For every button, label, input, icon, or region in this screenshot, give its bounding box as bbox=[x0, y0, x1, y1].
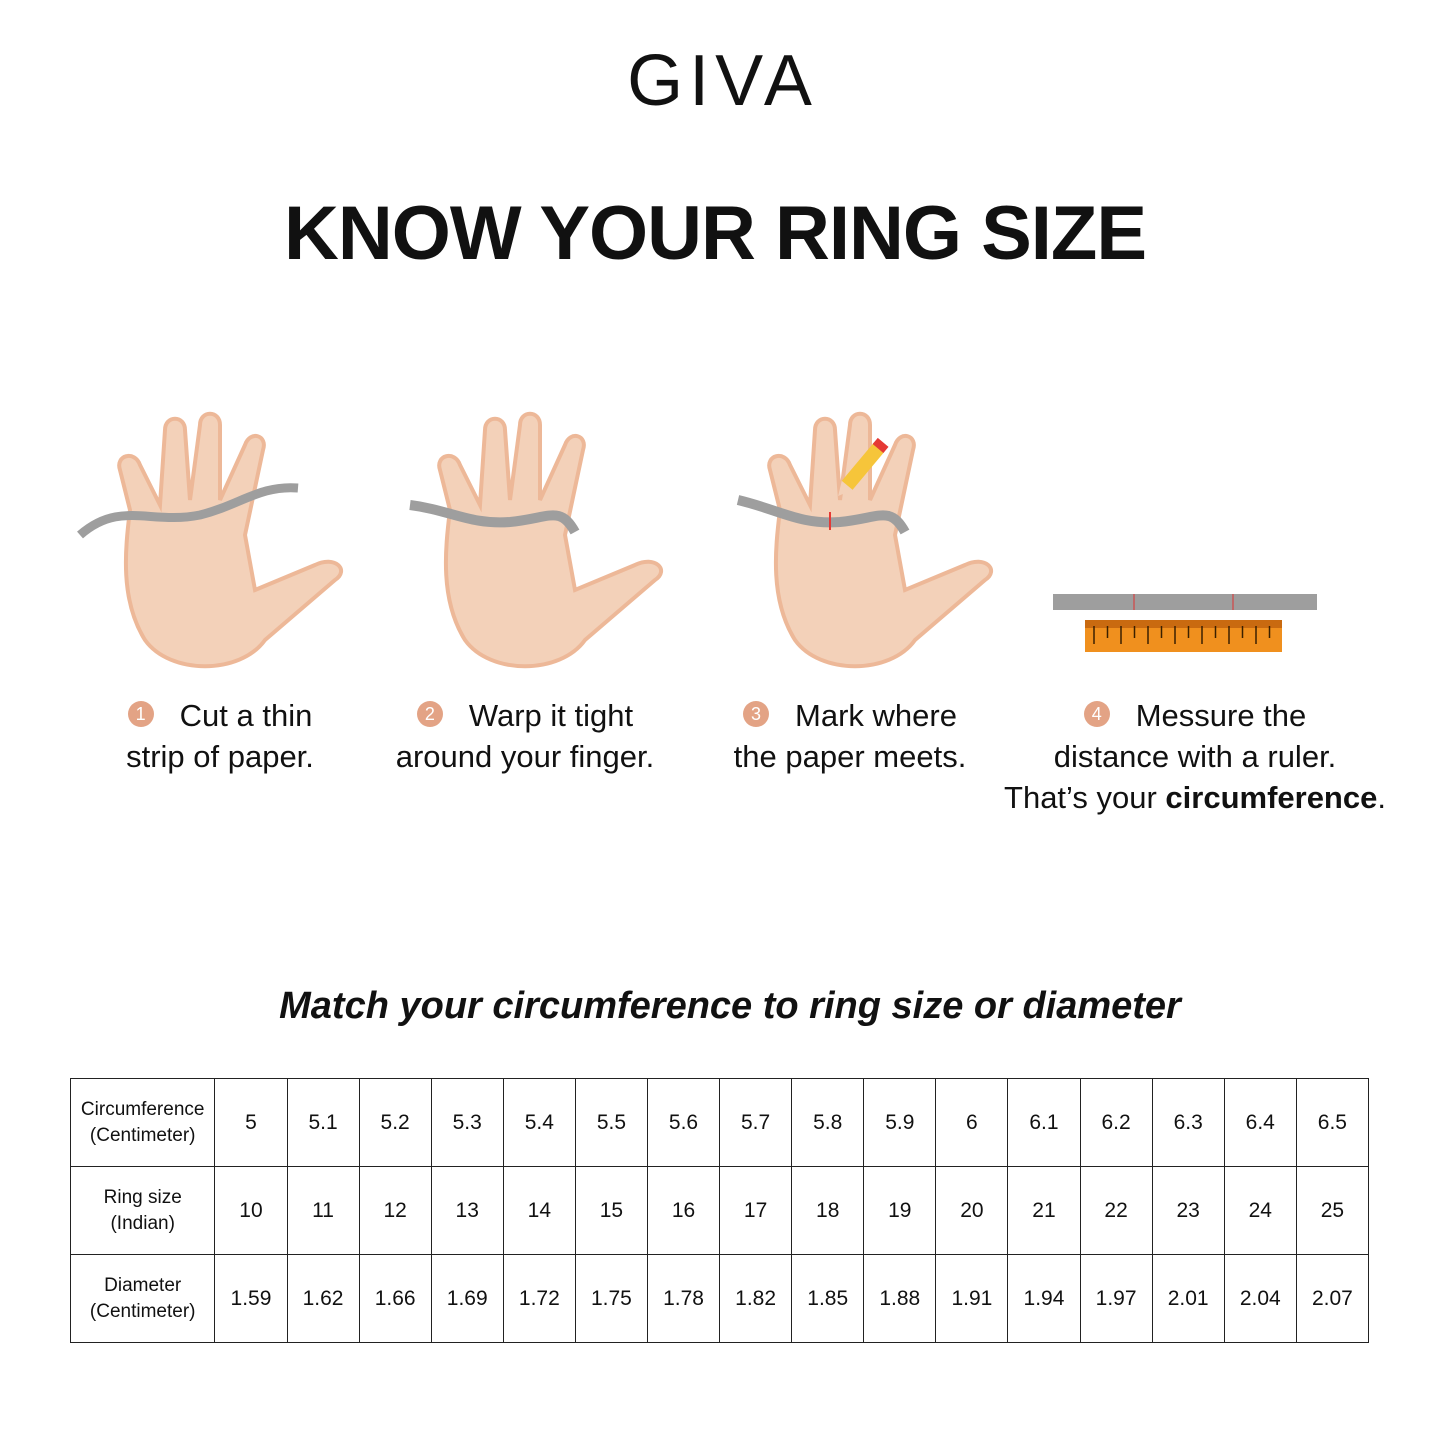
row-header: Circumference (Centimeter) bbox=[69, 1078, 216, 1167]
step-1: 1 Cut a thin strip of paper. bbox=[60, 695, 380, 777]
table-cell: 5.8 bbox=[791, 1078, 865, 1167]
table-cell: 25 bbox=[1295, 1166, 1370, 1255]
table-cell: 6.2 bbox=[1079, 1078, 1153, 1167]
table-cell: 16 bbox=[646, 1166, 721, 1255]
table-cell: 5.9 bbox=[863, 1078, 937, 1167]
table-cell: 15 bbox=[574, 1166, 648, 1255]
step-4: 4 Messure the distance with a ruler. That… bbox=[995, 695, 1395, 818]
table-cell: 2.07 bbox=[1295, 1254, 1370, 1343]
table-cell: 1.66 bbox=[358, 1254, 432, 1343]
step-text: distance with a ruler. bbox=[1053, 739, 1337, 774]
step-3: 3 Mark where the paper meets. bbox=[700, 695, 1000, 777]
table-cell: 1.85 bbox=[791, 1254, 865, 1343]
table-row: Ring size (Indian) 10 11 12 13 14 15 16 17 18 19 20 2… bbox=[69, 1166, 1370, 1255]
step-text: Mark where bbox=[795, 698, 957, 733]
hand-illustration-1 bbox=[77, 411, 344, 669]
step-number-badge: 1 bbox=[127, 700, 154, 727]
table-cell: 2.01 bbox=[1151, 1254, 1225, 1343]
step-text: . bbox=[1377, 780, 1386, 815]
table-cell: 1.82 bbox=[719, 1254, 793, 1343]
hand-illustration-3 bbox=[736, 411, 994, 669]
step-number-badge: 2 bbox=[416, 700, 443, 727]
step-text: Cut a thin bbox=[179, 698, 313, 733]
step-2: 2 Warp it tight around your finger. bbox=[365, 695, 685, 777]
table-cell: 5.6 bbox=[646, 1078, 721, 1167]
giva-logo: GIVA bbox=[627, 41, 818, 121]
table-cell: 1.94 bbox=[1007, 1254, 1081, 1343]
table-cell: 23 bbox=[1151, 1166, 1225, 1255]
table-cell: 10 bbox=[214, 1166, 288, 1255]
table-cell: 6.1 bbox=[1007, 1078, 1081, 1167]
table-cell: 1.62 bbox=[286, 1254, 360, 1343]
step-number-badge: 4 bbox=[1083, 700, 1110, 727]
table-cell: 5.2 bbox=[358, 1078, 432, 1167]
row-header: Ring size (Indian) bbox=[69, 1166, 216, 1255]
table-cell: 5 bbox=[214, 1078, 288, 1167]
table-cell: 1.59 bbox=[214, 1254, 288, 1343]
table-cell: 5.4 bbox=[502, 1078, 576, 1167]
step-text: strip of paper. bbox=[126, 739, 314, 774]
table-cell: 5.5 bbox=[574, 1078, 648, 1167]
step-text: Warp it tight bbox=[468, 698, 634, 733]
table-cell: 24 bbox=[1223, 1166, 1297, 1255]
table-cell: 5.3 bbox=[430, 1078, 504, 1167]
table-cell: 1.75 bbox=[574, 1254, 648, 1343]
table-row: Circumference (Centimeter) 5 5.1 5.2 5.3 5.4 5.… bbox=[69, 1078, 1370, 1167]
hand-illustration-2 bbox=[409, 411, 664, 669]
table-cell: 20 bbox=[935, 1166, 1009, 1255]
ruler-illustration bbox=[1053, 594, 1317, 652]
step-text: around your finger. bbox=[395, 739, 655, 774]
row-header: Diameter (Centimeter) bbox=[69, 1254, 216, 1343]
table-cell: 18 bbox=[791, 1166, 865, 1255]
step-text: That’s your bbox=[1004, 780, 1166, 815]
table-cell: 1.91 bbox=[935, 1254, 1009, 1343]
table-cell: 22 bbox=[1079, 1166, 1153, 1255]
table-cell: 1.88 bbox=[863, 1254, 937, 1343]
table-row: Diameter (Centimeter) 1.59 1.62 1.66 1.69 1.72… bbox=[69, 1254, 1370, 1343]
table-cell: 12 bbox=[358, 1166, 432, 1255]
ring-size-table: Circumference (Centimeter) 5 5.1 5.2 5.3 5.4 5.… bbox=[69, 1078, 1370, 1343]
step-text: the paper meets. bbox=[733, 739, 967, 774]
table-cell: 5.7 bbox=[719, 1078, 793, 1167]
pencil-icon bbox=[838, 437, 889, 497]
table-cell: 21 bbox=[1007, 1166, 1081, 1255]
page-title: KNOW YOUR RING SIZE bbox=[283, 191, 1147, 276]
table-cell: 11 bbox=[286, 1166, 360, 1255]
table-cell: 17 bbox=[719, 1166, 793, 1255]
step-number-badge: 3 bbox=[743, 700, 770, 727]
table-cell: 6 bbox=[935, 1078, 1009, 1167]
table-cell: 1.72 bbox=[502, 1254, 576, 1343]
table-cell: 6.3 bbox=[1151, 1078, 1225, 1167]
table-cell: 14 bbox=[502, 1166, 576, 1255]
table-cell: 2.04 bbox=[1223, 1254, 1297, 1343]
table-cell: 6.5 bbox=[1295, 1078, 1370, 1167]
table-cell: 13 bbox=[430, 1166, 504, 1255]
table-cell: 1.97 bbox=[1079, 1254, 1153, 1343]
table-cell: 1.78 bbox=[646, 1254, 721, 1343]
table-cell: 19 bbox=[863, 1166, 937, 1255]
table-subtitle: Match your circumference to ring size or… bbox=[279, 985, 1181, 1027]
step-text: Messure the bbox=[1135, 698, 1307, 733]
table-cell: 6.4 bbox=[1223, 1078, 1297, 1167]
table-cell: 1.69 bbox=[430, 1254, 504, 1343]
table-cell: 5.1 bbox=[286, 1078, 360, 1167]
step-text-bold: circumference bbox=[1165, 780, 1378, 815]
